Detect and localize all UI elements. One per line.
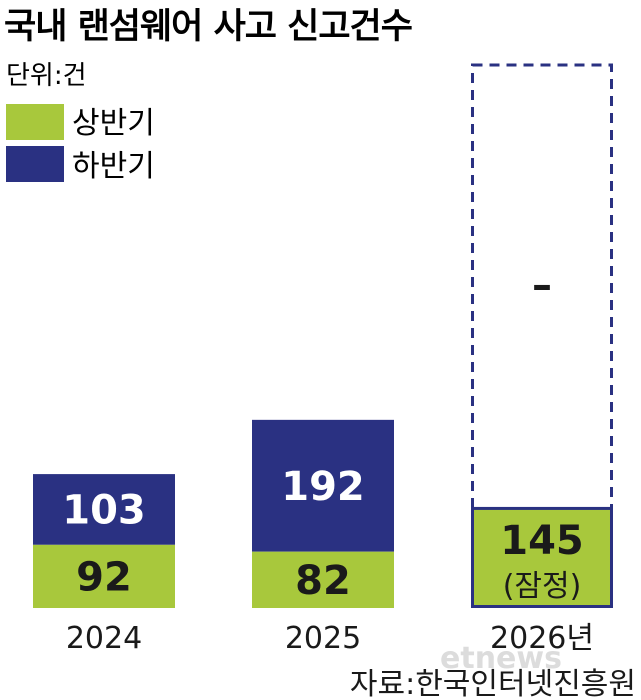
value-label-first-half-cat1: 92 bbox=[76, 554, 132, 600]
x-tick-label-cat2: 2025 bbox=[285, 621, 361, 656]
value-label-first-half-cat2: 82 bbox=[295, 558, 351, 604]
legend-label-first-half: 상반기 bbox=[72, 106, 155, 141]
bar-second-half-cat2 bbox=[252, 419, 394, 552]
x-tick-label-cat3: 2026년 bbox=[490, 621, 594, 656]
value-label-first-half-cat3: 145 bbox=[500, 518, 584, 564]
legend-swatch-first-half bbox=[6, 104, 64, 140]
legend-swatch-second-half bbox=[6, 146, 64, 182]
bar-second-half-cat1 bbox=[33, 474, 175, 545]
unit-label: 단위:건 bbox=[6, 61, 87, 91]
legend: 상반기 하반기 bbox=[6, 104, 155, 184]
missing-value-label-cat3: – bbox=[532, 263, 552, 309]
bar-first-half-cat1 bbox=[33, 544, 175, 608]
chart-title: 국내 랜섬웨어 사고 신고건수 bbox=[4, 7, 412, 47]
bar-first-half-cat2 bbox=[252, 551, 394, 608]
bar-first-half-cat3 bbox=[471, 506, 613, 608]
note-label-cat3: (잠정) bbox=[503, 569, 582, 604]
legend-label-second-half: 하반기 bbox=[72, 149, 155, 184]
x-tick-label-cat1: 2024 bbox=[66, 621, 142, 656]
value-label-second-half-cat2: 192 bbox=[281, 464, 365, 510]
value-label-second-half-cat1: 103 bbox=[62, 487, 146, 533]
watermark: etnews bbox=[440, 641, 562, 676]
source-note: 자료:한국인터넷진흥원 bbox=[350, 667, 636, 700]
bars: 103 92 2024 192 82 2025 – 145 (잠정) 2026년 bbox=[33, 63, 613, 656]
